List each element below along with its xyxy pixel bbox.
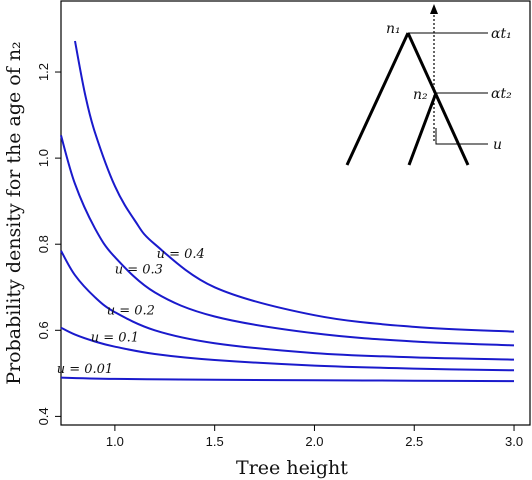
density-curve [60, 326, 515, 372]
curve-labels: u = 0.01 u = 0.1 u = 0.2 u = 0.3u = 0.4 [57, 247, 205, 377]
curve-label: u = 0.4 [157, 247, 205, 262]
x-axis-ticks: 1.0 1.5 2.0 2.5 3.0 [106, 425, 523, 449]
tree-left-branch [345, 32, 410, 166]
density-curve [74, 40, 515, 333]
tree-right-branch [406, 32, 470, 166]
plot-frame [60, 0, 531, 426]
y-axis-ticks: 0.4 0.6 0.8 1.0 1.2 [36, 63, 61, 425]
x-tick-label: 1.5 [206, 434, 224, 449]
u-label: u [493, 137, 502, 153]
x-tick-label: 1.0 [106, 434, 124, 449]
y-tick-label: 0.6 [36, 321, 51, 339]
curve-label: u = 0.3 [115, 262, 163, 277]
tree-inner-branch [407, 92, 438, 166]
x-tick-label: 2.5 [405, 434, 423, 449]
y-axis-label: Probability density for the age of n₂ [3, 41, 25, 384]
curve-label: u = 0.2 [107, 303, 155, 318]
curve-label: u = 0.1 [91, 331, 139, 346]
y-tick-label: 1.0 [36, 149, 51, 167]
node2-label: n₂ [413, 87, 428, 103]
density-curve [60, 250, 515, 361]
density-curve [60, 135, 515, 347]
tree-inset: n₁ n₂ αt₁ αt₂ u [345, 4, 512, 166]
density-curve [60, 376, 515, 383]
curve-label: u = 0.01 [57, 362, 113, 377]
density-curves [60, 40, 515, 383]
x-tick-label: 2.0 [305, 434, 323, 449]
time2-label: αt₂ [491, 86, 512, 102]
u-marker-line [435, 128, 488, 145]
time-arrow-icon [430, 4, 438, 14]
y-tick-label: 0.8 [36, 235, 51, 253]
y-tick-label: 0.4 [36, 407, 51, 425]
x-axis-label: Tree height [236, 457, 348, 479]
x-tick-label: 3.0 [505, 434, 523, 449]
time1-label: αt₁ [491, 26, 512, 42]
node1-label: n₁ [386, 21, 401, 37]
y-tick-label: 1.2 [36, 63, 51, 81]
